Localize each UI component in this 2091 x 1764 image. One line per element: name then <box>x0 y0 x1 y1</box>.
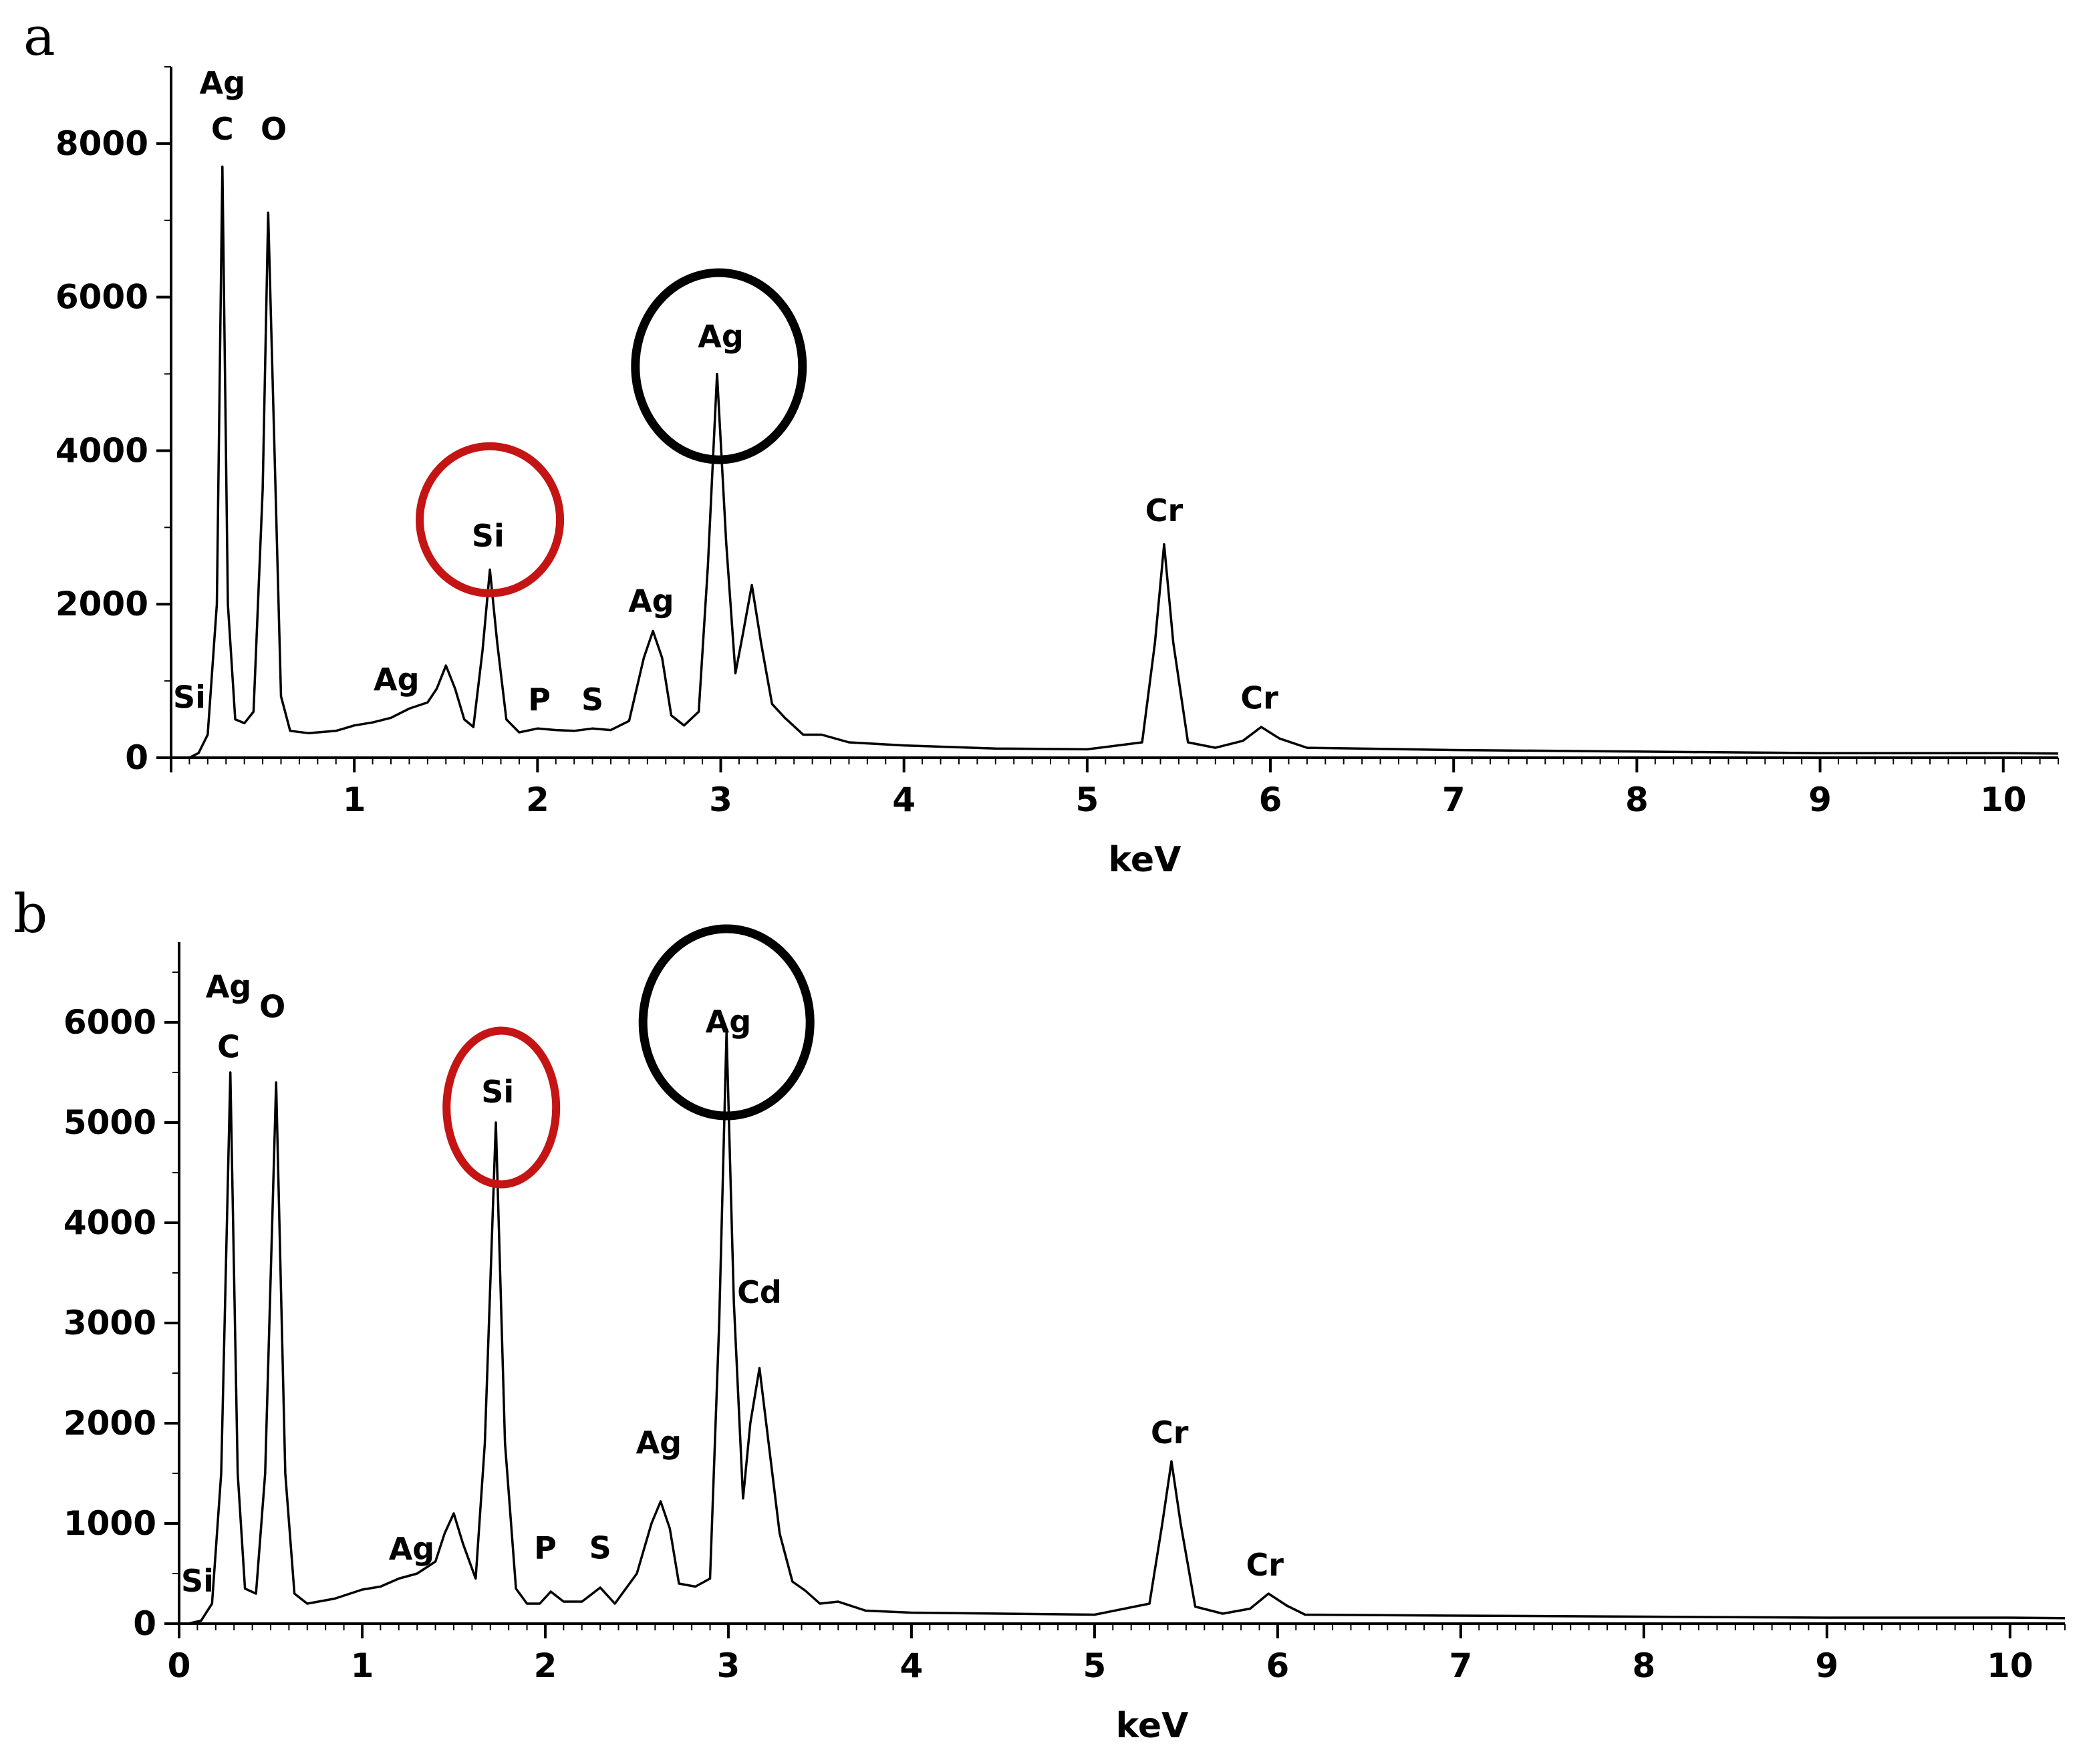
peak-label-si: Si <box>481 1074 514 1110</box>
peak-label-c: C <box>211 111 234 147</box>
x-tick-label: 4 <box>900 1646 924 1685</box>
x-tick-label: 0 <box>168 1646 191 1685</box>
y-tick-label: 6000 <box>55 278 148 317</box>
x-tick-label: 5 <box>1075 780 1099 819</box>
spectrum-line <box>188 1031 2066 1625</box>
x-tick-label: 8 <box>1632 1646 1655 1685</box>
peak-label-ag: Ag <box>628 583 674 619</box>
spectrum-line <box>188 165 2059 759</box>
peak-label-o: O <box>259 989 285 1025</box>
peak-label-ag: Ag <box>706 1004 752 1040</box>
peak-label-si: Si <box>472 518 505 554</box>
y-tick-label: 8000 <box>55 124 148 163</box>
y-tick-label: 0 <box>125 738 148 777</box>
x-tick-label: 3 <box>717 1646 740 1685</box>
peak-label-p: P <box>534 1530 557 1566</box>
panel-label: b <box>13 883 47 945</box>
x-tick-label: 9 <box>1815 1646 1838 1685</box>
x-axis-title: keV <box>1116 1706 1189 1746</box>
y-tick-label: 2000 <box>55 585 148 623</box>
highlight-circle-ag <box>638 924 815 1121</box>
panel-label: a <box>23 5 55 67</box>
peak-label-ag: Ag <box>389 1531 435 1567</box>
x-tick-label: 8 <box>1625 780 1649 819</box>
x-tick-label: 3 <box>709 780 732 819</box>
x-tick-label: 10 <box>1980 780 2027 819</box>
peak-label-si: Si <box>173 679 206 715</box>
peak-label-cd: Cd <box>737 1274 782 1310</box>
x-tick-label: 1 <box>351 1646 374 1685</box>
x-axis-title: keV <box>1109 840 1181 880</box>
highlight-circle-ag <box>631 268 807 464</box>
peak-label-ag: Ag <box>200 65 246 101</box>
x-tick-label: 6 <box>1259 780 1282 819</box>
chart-panel-b: b 0 1 2 3 4 5 6 7 8 9 10 0 1000 2000 3000 4000 5000 6000 ke… <box>13 883 2066 1746</box>
x-tick-label: 7 <box>1442 780 1466 819</box>
peak-label-ag: Ag <box>698 318 744 354</box>
chart-panel-a: a 1 2 3 4 5 6 7 8 9 10 0 2000 4000 6000 8000 keV Ag C O Si Ag… <box>23 5 2059 880</box>
x-tick-label: 2 <box>526 780 549 819</box>
y-tick-label: 0 <box>133 1604 156 1643</box>
y-tick-label: 5000 <box>63 1103 156 1142</box>
peak-label-ag: Ag <box>636 1425 682 1461</box>
peak-label-cr: Cr <box>1151 1415 1189 1451</box>
peak-label-c: C <box>217 1029 240 1065</box>
highlight-circle-si <box>416 442 565 597</box>
y-tick-label: 6000 <box>63 1003 156 1042</box>
x-tick-label: 2 <box>534 1646 557 1685</box>
peak-label-s: S <box>581 682 603 718</box>
y-tick-label: 4000 <box>63 1203 156 1242</box>
highlight-circle-si <box>442 1026 561 1189</box>
peak-label-p: P <box>528 682 551 718</box>
peak-label-ag: Ag <box>374 662 420 698</box>
x-tick-label: 5 <box>1083 1646 1107 1685</box>
peak-label-cr: Cr <box>1240 680 1278 716</box>
y-tick-label: 4000 <box>55 431 148 470</box>
y-tick-label: 1000 <box>63 1504 156 1543</box>
peak-label-s: S <box>589 1530 611 1566</box>
peak-label-cr: Cr <box>1145 492 1183 529</box>
y-tick-label: 2000 <box>63 1404 156 1443</box>
x-tick-label: 9 <box>1808 780 1832 819</box>
x-tick-label: 10 <box>1987 1646 2034 1685</box>
x-tick-label: 6 <box>1266 1646 1289 1685</box>
x-tick-label: 1 <box>343 780 366 819</box>
x-tick-label: 7 <box>1449 1646 1472 1685</box>
peak-label-o: O <box>261 111 287 147</box>
y-tick-label: 3000 <box>63 1304 156 1342</box>
peak-label-si: Si <box>181 1563 214 1599</box>
peak-label-ag: Ag <box>206 969 252 1005</box>
x-tick-label: 4 <box>892 780 916 819</box>
peak-label-cr: Cr <box>1246 1547 1284 1583</box>
